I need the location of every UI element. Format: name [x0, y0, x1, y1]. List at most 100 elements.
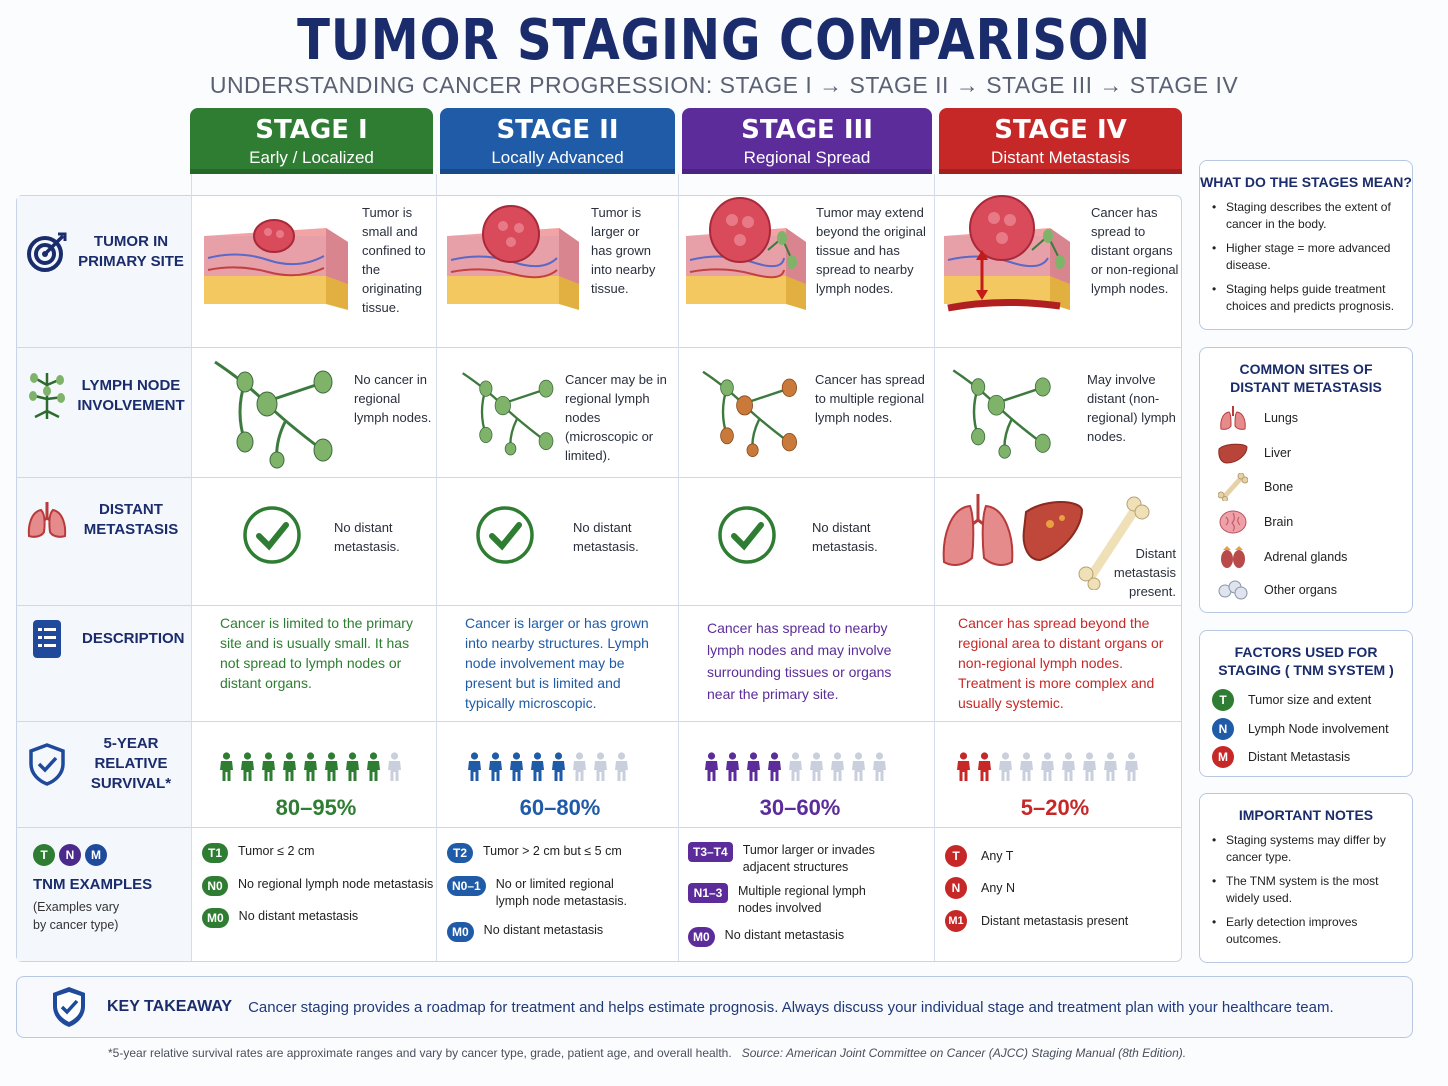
factor-letter: T: [1212, 689, 1234, 711]
check-circle-icon: [476, 506, 534, 564]
panel-title: FACTORS USED FOR STAGING ( TNM SYSTEM ): [1218, 644, 1394, 678]
person-icon-empty: [613, 752, 630, 787]
person-icon-filled: [955, 752, 972, 787]
person-icon-filled: [724, 752, 741, 787]
stage-header-1: STAGE I Early / Localized: [190, 108, 433, 174]
page-subtitle: UNDERSTANDING CANCER PROGRESSION: STAGE …: [209, 72, 1239, 98]
row-label-survival: 5-YEAR RELATIVE SURVIVAL*: [22, 732, 190, 796]
row-divider: [16, 827, 1182, 828]
tnm-code-badge: T: [945, 845, 967, 867]
site-item: Liver: [1216, 439, 1291, 467]
person-icon-filled: [508, 752, 525, 787]
panel-metastasis-sites: COMMON SITES OF DISTANT METASTASIS Lungs…: [1199, 347, 1413, 613]
person-icon-filled: [260, 752, 277, 787]
person-icon-empty: [1123, 752, 1140, 787]
lymph-text-stage-3: Cancer has spread to multiple regional l…: [815, 372, 925, 425]
check-circle-icon: [718, 506, 776, 564]
survival-people-stage-3: [703, 752, 888, 787]
row-label-text: 5-YEAR RELATIVE SURVIVAL*: [90, 735, 172, 792]
tnm-code-badge: M0: [688, 927, 715, 947]
tnm-item: M1 Distant metastasis present: [945, 910, 1175, 932]
person-icon-filled: [323, 752, 340, 787]
distant-text-stage-1: No distant metastasis.: [334, 520, 400, 554]
target-icon: [22, 227, 72, 277]
takeaway-text: Cancer staging provides a roadmap for tr…: [248, 998, 1334, 1016]
description-stage-4: Cancer has spread beyond the regional ar…: [958, 615, 1164, 711]
row-label-tumor: TUMOR IN PRIMARY SITE: [22, 222, 190, 282]
row-label-description: DESCRIPTION: [22, 614, 190, 664]
panel-stages-meaning: WHAT DO THE STAGES MEAN? Staging describ…: [1199, 160, 1413, 330]
bullet-item: Staging systems may differ by cancer typ…: [1212, 832, 1402, 866]
liver-icon: [1216, 439, 1250, 467]
tnm-item-text: No distant metastasis: [238, 909, 359, 923]
distant-text-stage-3: No distant metastasis.: [812, 520, 878, 554]
tnm-letter-badge: N: [59, 844, 81, 866]
site-item: Brain: [1216, 508, 1293, 536]
lymph-illustration-stage-3: [702, 370, 797, 458]
tnm-item-text: Multiple regional lymph nodes involved: [738, 884, 866, 915]
factor-item: T Tumor size and extent: [1212, 689, 1371, 711]
panel-important-notes: IMPORTANT NOTES Staging systems may diff…: [1199, 793, 1413, 963]
other-organs-icon: [1216, 576, 1250, 604]
survival-people-stage-2: [466, 752, 630, 787]
stage-header-4: STAGE IV Distant Metastasis: [939, 108, 1182, 174]
site-item: Bone: [1216, 473, 1293, 501]
tnm-item-text: Any T: [981, 849, 1014, 863]
organs-illustration: [942, 494, 1150, 590]
tnm-item-text: Tumor ≤ 2 cm: [238, 844, 315, 858]
tnm-item: T Any T: [945, 845, 1175, 867]
survival-percent-stage-4: 5–20%: [1020, 795, 1090, 820]
tnm-item: T2 Tumor > 2 cm but ≤ 5 cm: [447, 843, 675, 863]
row-label-text: DISTANT METASTASIS: [83, 501, 179, 538]
factor-item: N Lymph Node involvement: [1212, 718, 1389, 740]
tnm-item: N0–1 No or limited regional lymph node m…: [447, 876, 675, 910]
row-label-lymph: LYMPH NODE INVOLVEMENT: [22, 366, 190, 426]
tnm-item-text: No distant metastasis: [724, 928, 845, 942]
stage-subtitle: Early / Localized: [249, 148, 374, 167]
tumor-text-stage-4: Cancer has spread to distant organs or n…: [1091, 205, 1179, 296]
adrenal-glands-icon: [1216, 543, 1250, 571]
tnm-item-text: Tumor larger or invades adjacent structu…: [742, 843, 875, 874]
person-icon-empty: [997, 752, 1014, 787]
description-stage-2: Cancer is larger or has grown into nearb…: [465, 615, 649, 711]
person-icon-empty: [1102, 752, 1119, 787]
tnm-item: N0 No regional lymph node metastasis: [202, 876, 434, 896]
key-takeaway-banner: KEY TAKEAWAY Cancer staging provides a r…: [16, 976, 1413, 1038]
bullet-item: Higher stage = more advanced disease.: [1212, 240, 1402, 274]
tumor-text-stage-2: Tumor is larger or has grown into nearby…: [591, 205, 656, 296]
tnm-code-badge: M0: [447, 922, 474, 942]
tumor-text-stage-1: Tumor is small and confined to the origi…: [362, 205, 426, 315]
tnm-item-text: No or limited regional lymph node metast…: [495, 877, 627, 908]
lymph-text-stage-4: May involve distant (non-regional) lymph…: [1087, 372, 1176, 444]
stage-header-3: STAGE III Regional Spread: [682, 108, 932, 174]
person-icon-filled: [466, 752, 483, 787]
panel-title: COMMON SITES OF DISTANT METASTASIS: [1230, 361, 1382, 395]
tumor-text-stage-3: Tumor may extend beyond the original tis…: [816, 205, 926, 296]
bullet-item: Staging helps guide treatment choices an…: [1212, 281, 1402, 315]
tnm-code-badge: N1–3: [688, 883, 728, 903]
panel-title: WHAT DO THE STAGES MEAN?: [1200, 174, 1412, 190]
tnm-item-text: Distant metastasis present: [981, 914, 1129, 928]
person-icon-filled: [218, 752, 235, 787]
person-icon-filled: [766, 752, 783, 787]
site-label: Lungs: [1264, 411, 1299, 425]
takeaway-label: KEY TAKEAWAY: [107, 998, 233, 1015]
person-icon-filled: [745, 752, 762, 787]
tnm-code-badge: M1: [945, 910, 967, 932]
row-label-text: DESCRIPTION: [82, 630, 185, 647]
person-icon-filled: [487, 752, 504, 787]
person-icon-empty: [386, 752, 403, 787]
tnm-item: N1–3 Multiple regional lymph nodes invol…: [688, 883, 930, 917]
stage-name: STAGE IV: [994, 115, 1127, 145]
factor-letter: M: [1212, 746, 1234, 768]
factor-letter: N: [1212, 718, 1234, 740]
bullet-item: Early detection improves outcomes.: [1212, 914, 1402, 948]
tnm-item: M0 No distant metastasis: [447, 922, 675, 942]
tnm-item-text: Any N: [981, 881, 1016, 895]
row-divider: [16, 477, 1182, 478]
person-icon-filled: [703, 752, 720, 787]
person-icon-filled: [344, 752, 361, 787]
person-icon-empty: [571, 752, 588, 787]
survival-percent-stage-1: 80–95%: [275, 795, 357, 820]
factor-text: Lymph Node involvement: [1248, 722, 1389, 736]
